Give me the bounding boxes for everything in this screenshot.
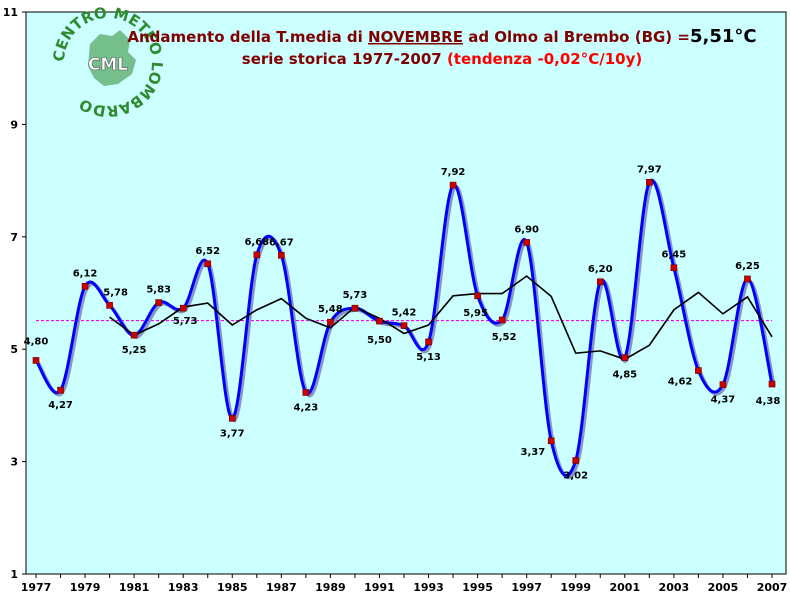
data-point xyxy=(155,299,162,306)
data-point xyxy=(646,178,653,186)
data-label: 4,37 xyxy=(711,395,736,406)
data-point xyxy=(106,302,113,309)
data-point xyxy=(498,316,506,324)
x-tick-label: 2007 xyxy=(757,581,788,594)
data-point xyxy=(744,275,751,283)
data-label: 4,62 xyxy=(668,377,693,388)
data-label: 5,78 xyxy=(103,287,128,298)
data-point xyxy=(572,457,580,464)
data-label: 6,45 xyxy=(662,250,687,261)
x-tick-label: 1997 xyxy=(511,581,542,594)
x-tick-label: 1981 xyxy=(119,581,150,594)
data-label: 3,77 xyxy=(220,428,245,439)
x-tick-label: 2005 xyxy=(708,581,739,594)
data-label: 4,27 xyxy=(48,400,73,411)
y-tick-label: 5 xyxy=(10,343,18,356)
data-point xyxy=(351,304,359,312)
y-tick-label: 11 xyxy=(3,6,18,19)
data-point xyxy=(596,278,604,286)
x-tick-label: 1983 xyxy=(168,581,199,594)
x-tick-label: 1985 xyxy=(217,581,248,594)
data-label: 5,83 xyxy=(146,285,171,296)
data-label: 4,38 xyxy=(756,396,781,407)
plot-area xyxy=(25,11,787,575)
data-label: 5,48 xyxy=(318,304,343,315)
data-point xyxy=(327,318,334,326)
data-label: 6,67 xyxy=(269,237,294,248)
data-label: 5,95 xyxy=(463,308,488,319)
data-point xyxy=(719,381,727,388)
data-point xyxy=(670,264,678,272)
x-tick-label: 1977 xyxy=(21,581,52,594)
data-point xyxy=(278,252,285,259)
data-point xyxy=(81,282,89,290)
data-point xyxy=(130,331,138,339)
x-tick-label: 1989 xyxy=(315,581,346,594)
data-point xyxy=(179,304,187,312)
x-tick-label: 1991 xyxy=(364,581,395,594)
y-tick-label: 1 xyxy=(10,568,18,581)
data-label: 5,73 xyxy=(343,290,368,301)
x-tick-label: 1993 xyxy=(413,581,444,594)
data-label: 5,42 xyxy=(392,308,417,319)
data-point xyxy=(695,367,702,374)
x-tick-label: 2003 xyxy=(659,581,690,594)
data-label: 6,68 xyxy=(244,237,269,248)
data-point xyxy=(768,380,776,388)
subtitle-trend: (tendenza -0,02°C/10y) xyxy=(447,50,642,68)
data-point xyxy=(32,357,40,364)
data-point xyxy=(204,260,212,268)
moving-average-line xyxy=(109,275,773,361)
data-label: 4,80 xyxy=(24,336,49,347)
data-point xyxy=(449,181,457,189)
title-month: NOVEMBRE xyxy=(368,28,463,46)
data-point xyxy=(474,292,481,300)
data-label: 6,25 xyxy=(735,261,760,272)
data-label: 4,85 xyxy=(612,370,637,381)
chart-title: Andamento della T.media di NOVEMBRE ad O… xyxy=(127,26,756,47)
data-label: 6,52 xyxy=(195,246,220,257)
y-tick-label: 3 xyxy=(10,456,18,469)
data-label: 3,37 xyxy=(521,447,546,458)
data-point xyxy=(302,389,310,396)
title-suffix: ad Olmo al Brembo (BG) = xyxy=(463,28,690,46)
data-label: 5,50 xyxy=(367,335,392,346)
subtitle-series: serie storica 1977-2007 xyxy=(242,50,447,68)
lombardy-map-shape xyxy=(88,30,136,86)
data-label: 7,97 xyxy=(637,164,662,175)
title-prefix: Andamento della T.media di xyxy=(127,28,368,46)
y-tick-label: 9 xyxy=(10,118,18,131)
data-point xyxy=(425,338,432,346)
y-tick-label: 7 xyxy=(10,231,18,244)
data-label: 5,52 xyxy=(492,332,517,343)
data-label: 6,90 xyxy=(514,224,539,235)
data-label: 4,23 xyxy=(294,402,319,413)
data-label: 5,13 xyxy=(416,352,441,363)
data-point xyxy=(228,415,236,422)
logo-initials: CML xyxy=(88,55,128,75)
x-tick-label: 1995 xyxy=(462,581,493,594)
data-label: 5,73 xyxy=(173,316,198,327)
data-point xyxy=(621,354,629,361)
data-label: 5,25 xyxy=(122,345,147,356)
title-value: 5,51°C xyxy=(690,26,757,47)
x-tick-label: 1979 xyxy=(70,581,101,594)
data-point xyxy=(547,437,555,445)
data-point xyxy=(253,251,261,259)
x-tick-label: 2001 xyxy=(609,581,640,594)
x-tick-label: 1999 xyxy=(560,581,591,594)
data-point xyxy=(57,386,64,394)
data-label: 3,02 xyxy=(563,470,588,481)
data-label: 6,12 xyxy=(73,268,98,279)
data-point xyxy=(523,239,530,246)
x-tick-label: 1987 xyxy=(266,581,297,594)
data-label: 6,20 xyxy=(588,264,613,275)
data-label: 7,92 xyxy=(441,167,466,178)
chart-subtitle: serie storica 1977-2007 (tendenza -0,02°… xyxy=(242,50,642,68)
data-point xyxy=(376,317,383,325)
data-point xyxy=(400,322,408,329)
